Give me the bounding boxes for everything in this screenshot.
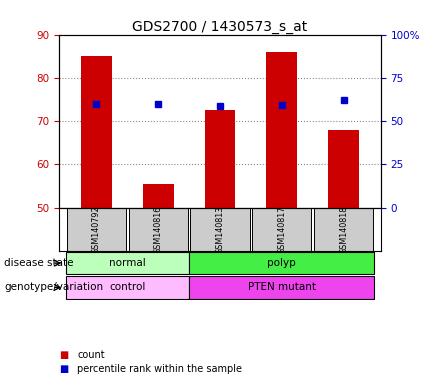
Bar (328, 130, 359, 208)
Title: GDS2700 / 1430573_s_at: GDS2700 / 1430573_s_at (132, 20, 308, 33)
Text: GSM140817: GSM140817 (277, 205, 286, 253)
Text: count: count (77, 350, 105, 360)
FancyBboxPatch shape (314, 208, 373, 251)
FancyBboxPatch shape (189, 252, 374, 274)
Text: GSM140818: GSM140818 (339, 205, 348, 253)
Bar (81, 56, 112, 208)
FancyBboxPatch shape (252, 208, 312, 251)
Bar (266, 52, 297, 208)
Text: polyp: polyp (268, 258, 296, 268)
Text: control: control (109, 282, 146, 292)
Text: percentile rank within the sample: percentile rank within the sample (77, 364, 242, 374)
Text: PTEN mutant: PTEN mutant (248, 282, 316, 292)
Text: GSM140813: GSM140813 (216, 205, 224, 253)
FancyBboxPatch shape (191, 208, 249, 251)
FancyBboxPatch shape (189, 276, 374, 298)
Text: GSM140816: GSM140816 (154, 205, 163, 253)
FancyBboxPatch shape (66, 276, 189, 298)
Text: normal: normal (109, 258, 146, 268)
Bar (143, 184, 174, 208)
Text: ■: ■ (59, 350, 69, 360)
FancyBboxPatch shape (67, 208, 126, 251)
Text: disease state: disease state (4, 258, 74, 268)
Text: genotype/variation: genotype/variation (4, 282, 103, 292)
FancyBboxPatch shape (128, 208, 188, 251)
FancyBboxPatch shape (66, 252, 189, 274)
Text: GSM140792: GSM140792 (92, 205, 101, 254)
Text: ■: ■ (59, 364, 69, 374)
Bar (205, 110, 235, 208)
